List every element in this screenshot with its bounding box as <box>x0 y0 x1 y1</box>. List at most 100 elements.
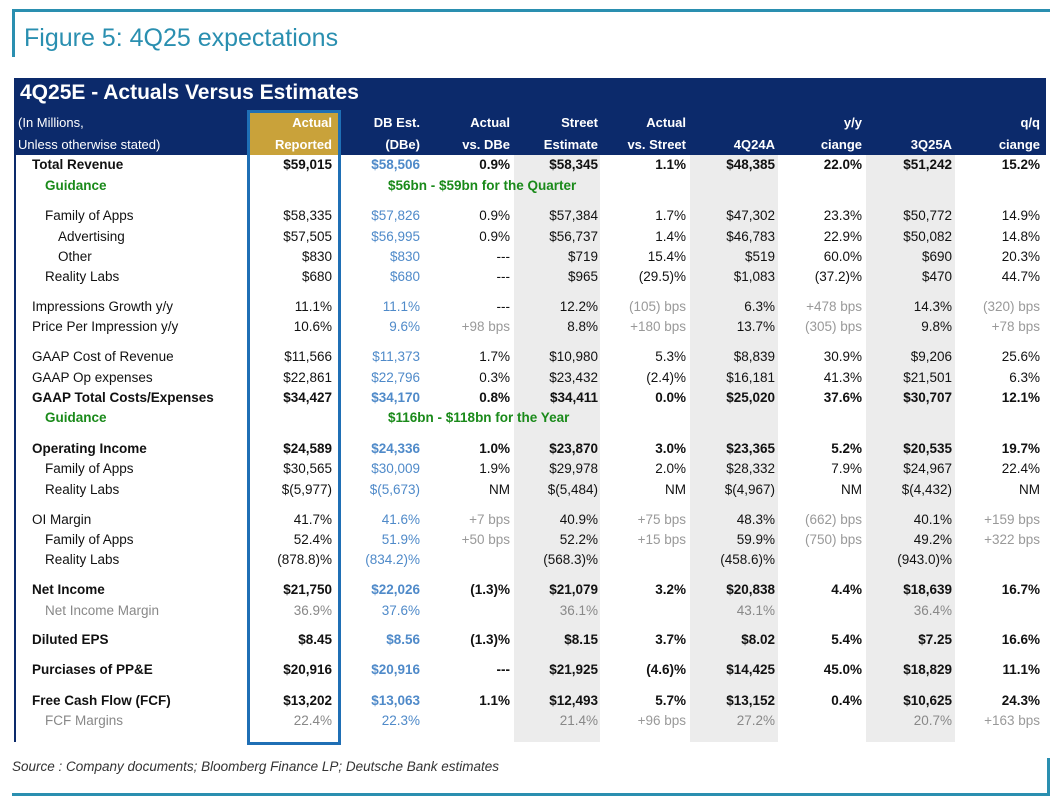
table-cell: 20.3% <box>1001 249 1040 264</box>
stub-header: (In Millions, <box>18 115 84 130</box>
table-cell: $30,009 <box>371 461 420 476</box>
table-cell: $21,501 <box>903 370 952 385</box>
table-cell: 37.6% <box>381 603 420 618</box>
table-cell: $(4,967) <box>724 482 775 497</box>
table-cell: $56,737 <box>549 229 598 244</box>
table-cell: $50,082 <box>903 229 952 244</box>
table-cell: $24,967 <box>903 461 952 476</box>
table-cell: 41.3% <box>823 370 862 385</box>
table-cell: $57,384 <box>549 208 598 223</box>
guidance-note: $56bn - $59bn for the Quarter <box>388 178 577 193</box>
table-cell: +78 bps <box>991 319 1040 334</box>
table-cell: 41.6% <box>381 512 420 527</box>
table-cell: 15.2% <box>1001 157 1040 172</box>
row-label: Family of Apps <box>45 461 134 476</box>
table-cell: $57,505 <box>283 229 332 244</box>
table-cell: 3.2% <box>655 582 686 597</box>
table-cell: +322 bps <box>984 532 1040 547</box>
table-cell: (750) bps <box>804 532 862 547</box>
table-cell: $23,870 <box>549 441 598 456</box>
table-cell: $23,365 <box>726 441 775 456</box>
table-cell: 48.3% <box>736 512 775 527</box>
column-header: Actual <box>292 115 332 130</box>
table-cell: $21,925 <box>549 662 598 677</box>
table-cell: (1.3)% <box>470 582 510 597</box>
row-label: Purciases of PP&E <box>32 662 153 677</box>
row-label: Operating Income <box>32 441 147 456</box>
table-cell: 1.7% <box>479 349 510 364</box>
table-cell: 40.1% <box>913 512 952 527</box>
table-cell: 40.9% <box>559 512 598 527</box>
column-header: Actual <box>646 115 686 130</box>
table-cell: NM <box>489 482 510 497</box>
table-cell: 11.1% <box>382 299 420 314</box>
table-cell: $47,302 <box>726 208 775 223</box>
row-label: Net Income Margin <box>45 603 160 618</box>
table-cell: 16.6% <box>1001 632 1040 647</box>
table-cell: $1,083 <box>733 269 775 284</box>
table-cell: 3.0% <box>655 441 686 456</box>
table-cell: 25.6% <box>1001 349 1040 364</box>
table-cell: 24.3% <box>1001 693 1040 708</box>
table-cell: 2.0% <box>655 461 686 476</box>
table-cell: 3.7% <box>655 632 686 647</box>
guidance-note: $116bn - $118bn for the Year <box>388 410 570 425</box>
row-label: Price Per Impression y/y <box>32 319 179 334</box>
row-label: Reality Labs <box>45 552 120 567</box>
table-cell: (1.3)% <box>470 632 510 647</box>
table-cell: --- <box>496 269 511 284</box>
table-cell: $8.45 <box>298 632 332 647</box>
table-cell: $18,639 <box>903 582 952 597</box>
table-cell: $30,565 <box>283 461 332 476</box>
column-header: y/y <box>843 115 862 130</box>
table-cell: --- <box>496 249 511 264</box>
table-cell: $21,079 <box>549 582 598 597</box>
table-cell: 14.8% <box>1001 229 1040 244</box>
table-cell: (305) bps <box>804 319 862 334</box>
table-cell: $680 <box>389 269 420 284</box>
table-cell: 0.8% <box>479 390 510 405</box>
row-label: GAAP Op expenses <box>32 370 153 385</box>
table-cell: $22,861 <box>283 370 332 385</box>
table-cell: $20,535 <box>903 441 952 456</box>
table-cell: $719 <box>567 249 598 264</box>
table-cell: 5.4% <box>831 632 862 647</box>
table-cell: 6.3% <box>1009 370 1040 385</box>
table-title: 4Q25E - Actuals Versus Estimates <box>20 81 359 104</box>
table-cell: $830 <box>389 249 420 264</box>
table-cell: $21,750 <box>283 582 332 597</box>
table-cell: 51.9% <box>381 532 420 547</box>
table-cell: $16,181 <box>726 370 775 385</box>
table-cell: $34,411 <box>549 390 598 405</box>
table-cell: $690 <box>921 249 952 264</box>
column-shade <box>690 155 778 742</box>
table-cell: 0.4% <box>831 693 862 708</box>
table-cell: 10.6% <box>293 319 332 334</box>
column-header: Reported <box>274 137 332 152</box>
table-cell: +180 bps <box>630 319 686 334</box>
table-cell: $(5,673) <box>369 482 420 497</box>
table-cell: +75 bps <box>637 512 686 527</box>
table-cell: 9.6% <box>389 319 420 334</box>
table-cell: 22.4% <box>1001 461 1040 476</box>
highlight-box <box>247 110 341 745</box>
table-cell: (37.2)% <box>814 269 862 284</box>
table-cell: 11.1% <box>1002 662 1040 677</box>
table-cell: 21.4% <box>559 713 598 728</box>
table-cell: 0.0% <box>655 390 686 405</box>
table-cell: $11,373 <box>372 349 420 364</box>
column-header: Street <box>561 115 598 130</box>
table-cell: 1.1% <box>655 157 686 172</box>
row-label: Guidance <box>45 178 107 193</box>
table-cell: (4.6)% <box>646 662 686 677</box>
table-cell: $830 <box>301 249 332 264</box>
table-cell: 23.3% <box>823 208 862 223</box>
table-cell: 27.2% <box>736 713 775 728</box>
table-cell: 22.3% <box>381 713 420 728</box>
table-cell: $13,202 <box>283 693 332 708</box>
table-cell: $48,385 <box>726 157 775 172</box>
table-cell: $10,980 <box>549 349 598 364</box>
table-cell: (662) bps <box>804 512 862 527</box>
table-cell: $22,796 <box>371 370 420 385</box>
row-label: Impressions Growth y/y <box>32 299 174 314</box>
